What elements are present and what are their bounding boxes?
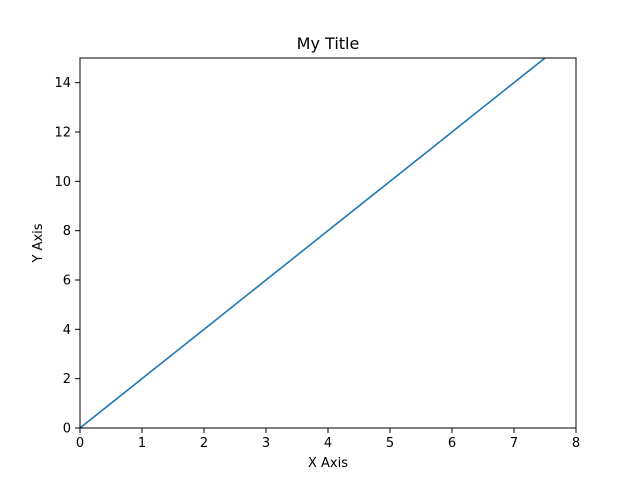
y-tick-label: 2 [63, 372, 71, 387]
y-tick-label: 12 [54, 126, 71, 141]
x-tick-label: 1 [138, 436, 146, 451]
x-tick-label: 2 [200, 436, 208, 451]
y-tick-label: 4 [63, 323, 71, 338]
x-tick-label: 0 [76, 436, 84, 451]
x-tick-label: 3 [262, 436, 270, 451]
y-tick-label: 8 [63, 224, 71, 239]
plot-area [80, 58, 576, 428]
x-tick-label: 7 [510, 436, 518, 451]
y-tick-label: 10 [54, 175, 71, 190]
x-tick-label: 8 [572, 436, 580, 451]
y-tick-label: 6 [63, 274, 71, 289]
x-axis-ticks: 0 1 2 3 4 5 6 7 8 [76, 428, 580, 451]
x-tick-label: 4 [324, 436, 332, 451]
chart-title: My Title [297, 34, 360, 53]
y-axis-label: Y Axis [31, 223, 46, 263]
y-tick-label: 14 [54, 76, 71, 91]
y-tick-label: 0 [63, 422, 71, 437]
x-tick-label: 5 [386, 436, 394, 451]
y-axis-ticks: 0 2 4 6 8 10 12 14 [54, 76, 80, 437]
series-layer [79, 57, 546, 429]
x-tick-label: 6 [448, 436, 456, 451]
series-line [79, 57, 546, 429]
x-axis-label: X Axis [308, 456, 348, 471]
plot-frame [79, 57, 577, 429]
